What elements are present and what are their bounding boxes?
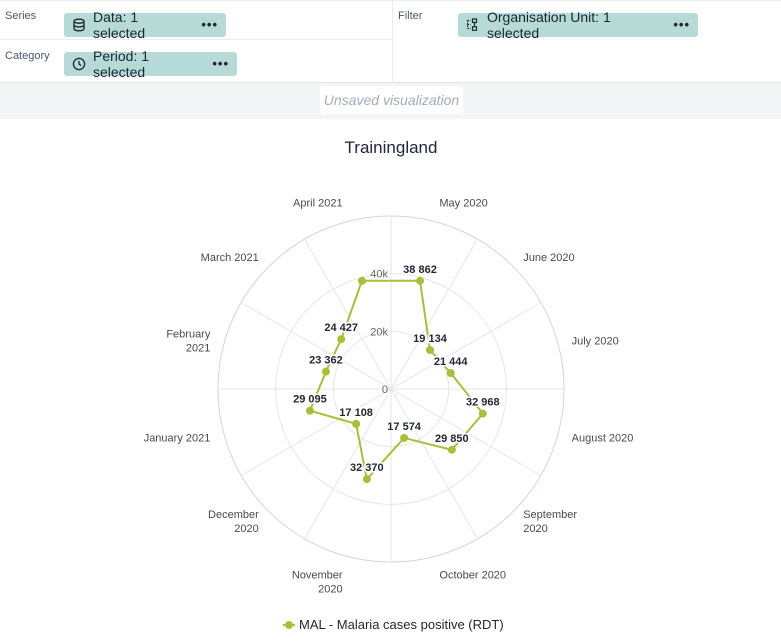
- category-label: July 2020: [572, 336, 619, 348]
- database-icon: [72, 18, 86, 32]
- series-chip-menu-icon[interactable]: •••: [201, 17, 218, 32]
- category-label: August 2020: [572, 432, 634, 444]
- category-label: February: [166, 329, 211, 341]
- clock-icon: [72, 57, 86, 71]
- grid-spoke: [304, 388, 392, 540]
- series-point: [305, 406, 314, 415]
- category-label: June 2020: [523, 252, 574, 264]
- series-point: [416, 276, 425, 285]
- data-label: 29 850: [435, 433, 469, 445]
- data-label: 29 095: [293, 394, 327, 406]
- category-chip-menu-icon[interactable]: •••: [212, 56, 229, 71]
- category-label: March 2021: [201, 252, 259, 264]
- series-point: [362, 475, 371, 484]
- radial-tick-label: 20k: [370, 326, 388, 338]
- filter-axis-label: Filter: [398, 10, 423, 22]
- layout-panel: Series Data: 1 selected ••• Category Per…: [0, 0, 781, 83]
- category-label: 2020: [318, 584, 342, 596]
- category-axis: Category Period: 1 selected •••: [0, 40, 393, 82]
- org-tree-icon: [466, 18, 480, 32]
- category-label: October 2020: [439, 570, 506, 582]
- series-point: [447, 445, 456, 454]
- series-point: [446, 368, 455, 377]
- grid-spoke: [390, 302, 542, 390]
- chart-legend[interactable]: MAL - Malaria cases positive (RDT): [283, 617, 504, 632]
- filter-chip-menu-icon[interactable]: •••: [673, 17, 690, 32]
- series-point: [352, 419, 361, 428]
- category-label: 2021: [186, 343, 210, 355]
- series-point: [337, 335, 346, 344]
- category-label: December: [208, 509, 259, 521]
- category-label: 2020: [523, 523, 547, 535]
- category-chip-label: Period: 1 selected: [93, 48, 150, 80]
- grid-spoke: [304, 238, 392, 390]
- category-label: November: [292, 570, 343, 582]
- data-label: 38 862: [403, 264, 437, 276]
- category-label: 2020: [234, 523, 258, 535]
- series-point: [400, 433, 409, 442]
- grid-spoke: [240, 388, 392, 476]
- category-label: May 2020: [439, 197, 487, 209]
- category-label: April 2021: [293, 197, 343, 209]
- grid-spoke: [240, 302, 392, 390]
- data-label: 19 134: [413, 333, 448, 345]
- series-chip[interactable]: Data: 1 selected •••: [64, 9, 226, 41]
- grid-spoke: [390, 238, 478, 390]
- data-label: 21 444: [434, 356, 469, 368]
- data-label: 17 108: [339, 407, 373, 419]
- series-axis: Series Data: 1 selected •••: [0, 1, 393, 41]
- data-label: 24 427: [324, 322, 358, 334]
- chart-title: Trainingland: [345, 138, 438, 157]
- radial-tick-label: 0: [382, 384, 388, 396]
- legend-series-marker: [283, 619, 295, 631]
- category-axis-label: Category: [5, 50, 50, 62]
- series-chip-label: Data: 1 selected: [93, 9, 146, 41]
- grid-spoke: [390, 388, 478, 540]
- category-label: September: [523, 509, 577, 521]
- category-chip[interactable]: Period: 1 selected •••: [64, 48, 237, 80]
- radar-chart: Trainingland 0 20k 40k May 2020 June 2020 July…: [144, 138, 634, 596]
- data-label: 32 370: [350, 462, 384, 474]
- series-point: [478, 409, 487, 418]
- data-label: 32 968: [466, 397, 500, 409]
- data-label: 17 574: [387, 421, 422, 433]
- radial-tick-label: 40k: [370, 269, 388, 281]
- visualization-title[interactable]: Unsaved visualization: [320, 86, 463, 114]
- category-label: January 2021: [144, 432, 211, 444]
- series-point: [321, 367, 330, 376]
- filter-chip[interactable]: Organisation Unit: 1 selected •••: [458, 9, 698, 41]
- data-label: 23 362: [309, 355, 343, 367]
- series-axis-label: Series: [5, 10, 37, 22]
- filter-axis: Filter Organisation Unit: 1 selected •••: [392, 1, 781, 82]
- filter-chip-label: Organisation Unit: 1 selected: [487, 9, 611, 41]
- series-point: [357, 276, 366, 285]
- series-point: [426, 345, 435, 354]
- visualization-title-bar: Unsaved visualization: [0, 83, 781, 119]
- legend-series-label: MAL - Malaria cases positive (RDT): [299, 617, 504, 632]
